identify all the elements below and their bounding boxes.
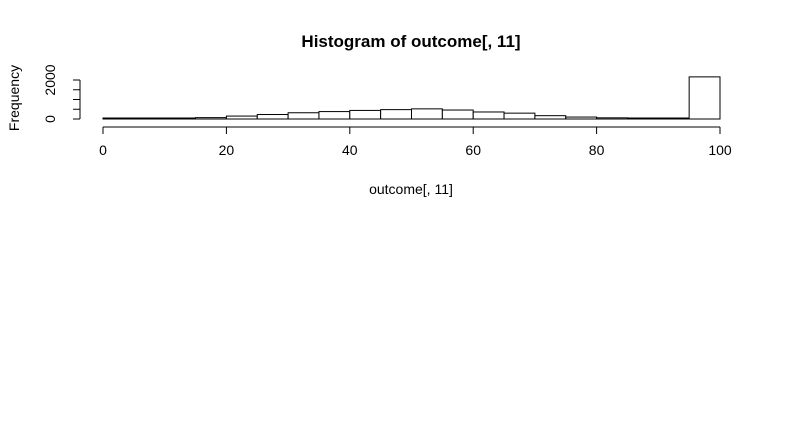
histogram-bar — [287, 112, 320, 120]
histogram-bar — [626, 117, 659, 120]
chart-title: Histogram of outcome[, 11] — [301, 32, 520, 51]
histogram-bar — [565, 116, 598, 120]
x-tick-label: 40 — [342, 142, 358, 158]
histogram-bar — [195, 117, 227, 120]
histogram-bar — [503, 112, 536, 120]
y-axis: 0 2000 — [42, 64, 81, 123]
x-tick-label: 20 — [219, 142, 235, 158]
histogram-bar — [657, 117, 690, 120]
x-axis: 0 20 40 60 80 100 — [99, 126, 732, 158]
x-axis-title: outcome[, 11] — [369, 181, 453, 197]
histogram-bar — [256, 114, 289, 120]
histogram-bar — [164, 117, 197, 120]
y-tick-label: 0 — [42, 115, 58, 123]
histogram-bar — [472, 111, 505, 120]
histogram-bar — [688, 76, 721, 120]
histogram-bar — [534, 115, 567, 120]
y-tick-label: 2000 — [42, 64, 58, 95]
x-tick-label: 60 — [465, 142, 481, 158]
histogram-bar — [318, 111, 351, 120]
x-tick-label: 0 — [99, 142, 107, 158]
histogram-bar — [349, 109, 382, 120]
histogram-bar — [225, 115, 258, 120]
histogram-bar — [102, 117, 135, 120]
histogram-bar — [133, 117, 166, 120]
x-tick-label: 100 — [708, 142, 732, 158]
histogram-bar — [411, 108, 443, 120]
y-axis-title: Frequency — [6, 65, 22, 131]
histogram-bar — [596, 117, 628, 120]
bars-group — [102, 76, 721, 120]
x-tick-label: 80 — [589, 142, 605, 158]
histogram-bar — [380, 109, 412, 120]
histogram-bar — [441, 109, 474, 120]
